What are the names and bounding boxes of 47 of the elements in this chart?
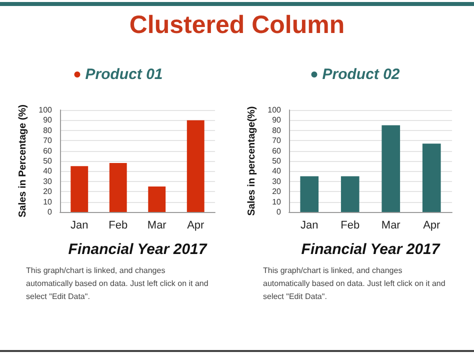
text: This graph/chart is linked, and changes automatically based on data. Just left click on it and select "Edit Data".: [26, 266, 211, 301]
y-tick-label: 0: [276, 208, 282, 216]
bar: [186, 120, 204, 212]
y-tick-label: 20: [272, 187, 282, 196]
y-tick-label: 100: [38, 106, 53, 114]
x-tick-label: Feb: [340, 220, 360, 232]
y-tick-label: 10: [272, 197, 282, 206]
bar: [382, 125, 400, 212]
legend-label: Product 01: [85, 66, 163, 83]
x-tick-label: Mar: [147, 220, 167, 232]
x-tick-label: Feb: [108, 220, 128, 232]
text: This graph/chart is linked, and changes automatically based on data. Just left click on it and select "Edit Data".: [263, 266, 448, 301]
bar: [148, 186, 166, 212]
y-tick-label: 10: [43, 197, 53, 206]
y-tick-label: 40: [272, 166, 282, 176]
y-tick-label: 20: [43, 187, 53, 196]
legend-label: Product 02: [322, 66, 400, 83]
y-tick-label: 60: [272, 146, 282, 156]
y-tick-label: 30: [43, 176, 53, 186]
y-tick-label: 80: [43, 126, 53, 135]
y-tick-label: 30: [272, 176, 282, 186]
y-tick-label: 70: [272, 136, 282, 146]
bar: [300, 176, 319, 212]
y-tick-label: 50: [272, 156, 282, 166]
y-tick-label: 0: [48, 208, 53, 216]
y-tick-label: 60: [43, 146, 53, 156]
x-tick-label: Jan: [300, 220, 318, 232]
y-tick-label: 90: [43, 116, 53, 125]
y-tick-label: 40: [43, 166, 53, 176]
x-tick-label: Mar: [381, 220, 401, 232]
y-tick-label: 90: [272, 116, 282, 125]
x-tick-label: Apr: [423, 220, 441, 232]
bar: [109, 163, 127, 212]
x-tick-label: Jan: [70, 220, 88, 232]
x-axis-title: Financial Year 2017: [301, 241, 440, 258]
bar: [70, 166, 88, 212]
y-tick-label: 50: [43, 156, 53, 166]
chart-title: Clustered Column: [128, 10, 346, 40]
y-tick-label: 100: [268, 106, 282, 114]
y-axis-title: Sales in percentage(%): [246, 106, 258, 216]
x-tick-label: Apr: [187, 220, 205, 232]
bar: [422, 144, 441, 212]
bar: [340, 176, 360, 212]
y-axis-title: Sales in Percentage (%): [17, 104, 28, 218]
y-tick-label: 80: [272, 126, 282, 135]
x-axis-title: Financial Year 2017: [68, 241, 208, 258]
y-tick-label: 70: [43, 136, 53, 146]
